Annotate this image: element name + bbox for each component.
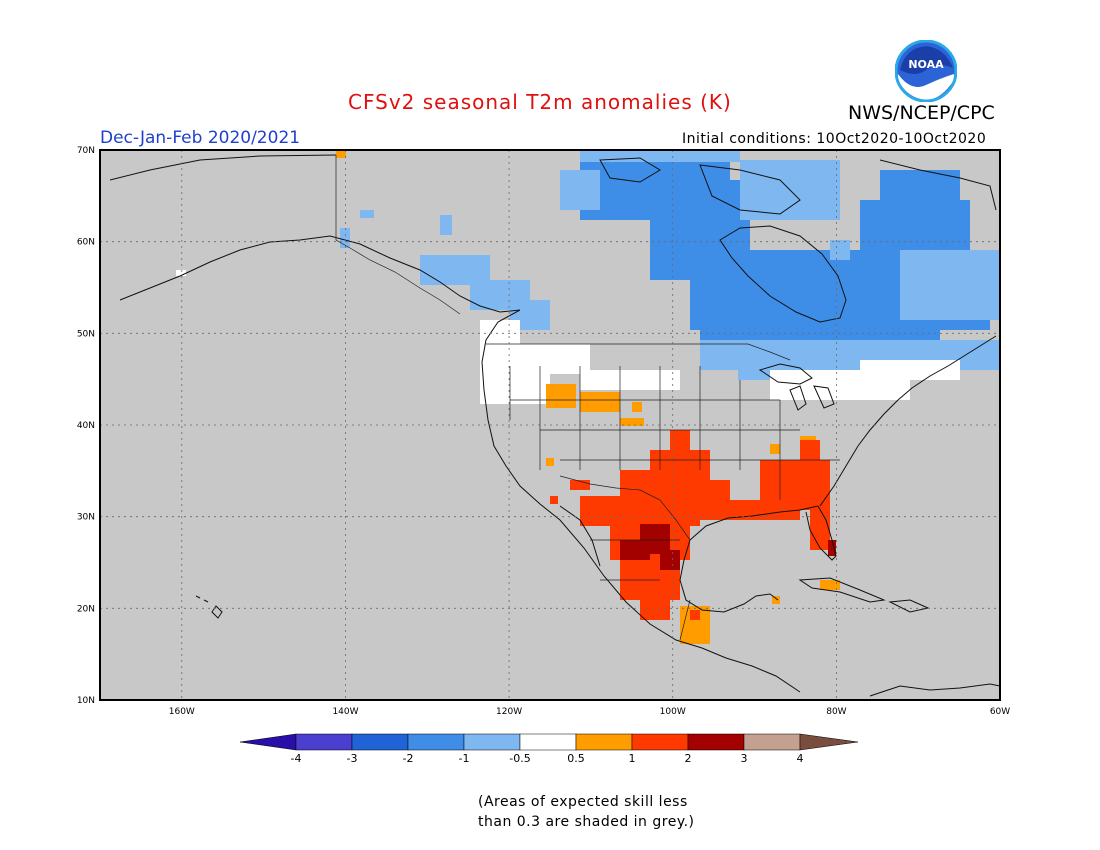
anomaly-cell	[810, 500, 830, 550]
anomaly-cell	[480, 320, 520, 344]
colorbar-swatch	[519, 733, 577, 751]
lon-label: 120W	[496, 707, 522, 717]
anomaly-cell	[820, 580, 840, 590]
colorbar-label: 4	[797, 752, 804, 765]
anomaly-cell	[340, 228, 350, 248]
colorbar-label: 0.5	[567, 752, 585, 765]
lat-label: 30N	[77, 513, 95, 523]
colorbar-label: -1	[459, 752, 470, 765]
map-panel: 70N 60N 50N 40N 30N 20N 10N 160W 140W 120W 100W 80…	[77, 146, 1010, 717]
colorbar-label: -4	[291, 752, 302, 765]
lon-label: 100W	[660, 707, 686, 717]
anomaly-cell	[640, 590, 670, 620]
lat-label: 20N	[77, 604, 95, 614]
graticule	[100, 150, 1000, 700]
anomaly-cell	[860, 360, 960, 380]
season-label: Dec-Jan-Feb 2020/2021	[100, 128, 301, 148]
anomaly-cell	[828, 540, 836, 556]
colorbar-arrow-high	[799, 733, 859, 751]
colorbar-swatch	[575, 733, 633, 751]
colorbar-swatch	[631, 733, 689, 751]
coastlines	[109, 154, 1001, 697]
political-borders	[335, 155, 840, 641]
initial-conditions-label: Initial conditions: 10Oct2020-10Oct2020	[682, 131, 987, 147]
anomaly-cell	[360, 210, 374, 218]
lat-label: 70N	[77, 146, 95, 156]
skill-note: (Areas of expected skill less than 0.3 a…	[478, 792, 695, 832]
anomaly-cell	[540, 344, 590, 374]
colorbar-label: -3	[347, 752, 358, 765]
anomaly-cell	[336, 150, 346, 158]
anomaly-cell	[560, 170, 600, 210]
colorbar-swatch	[743, 733, 801, 751]
lon-label: 60W	[990, 707, 1010, 717]
colorbar-swatch	[463, 733, 521, 751]
anomaly-cell	[640, 524, 670, 554]
colorbar: -4 -3 -2 -1 -0.5 0.5 1 2 3 4	[239, 733, 859, 765]
anomaly-cell	[480, 344, 550, 404]
lat-label: 50N	[77, 329, 95, 339]
anomaly-cell	[800, 440, 820, 460]
colorbar-swatch	[351, 733, 409, 751]
noaa-logo: NOAA	[895, 40, 957, 102]
anomaly-cell	[690, 610, 700, 620]
colorbar-label: 1	[629, 752, 636, 765]
skill-note-line-2: than 0.3 are shaded in grey.)	[478, 814, 695, 830]
anomaly-cell	[546, 384, 576, 408]
colorbar-swatch	[295, 733, 353, 751]
anomaly-cell	[620, 418, 644, 426]
latitude-labels: 70N 60N 50N 40N 30N 20N 10N	[77, 146, 95, 706]
anomaly-cell	[580, 392, 620, 412]
anomaly-cell	[546, 458, 554, 466]
lat-label: 10N	[77, 696, 95, 706]
anomaly-shading	[176, 150, 1000, 644]
anomaly-cell	[620, 470, 710, 500]
lat-label: 40N	[77, 421, 95, 431]
svg-text:NOAA: NOAA	[908, 58, 944, 71]
colorbar-label: -2	[403, 752, 414, 765]
anomaly-cell	[550, 496, 558, 504]
colorbar-swatch	[407, 733, 465, 751]
colorbar-arrow-low	[239, 733, 297, 751]
map-frame	[99, 149, 1001, 701]
anomaly-cell	[580, 370, 680, 390]
colorbar-swatch	[687, 733, 745, 751]
skill-note-line-1: (Areas of expected skill less	[478, 794, 688, 810]
anomaly-cell	[770, 444, 780, 454]
anomaly-cell	[440, 215, 452, 235]
anomaly-cell	[830, 240, 850, 260]
anomaly-cell	[632, 402, 642, 412]
anomaly-cell	[570, 480, 590, 490]
colorbar-label: -0.5	[509, 752, 530, 765]
lat-label: 60N	[77, 238, 95, 248]
lon-label: 80W	[826, 707, 846, 717]
anomaly-cell	[176, 270, 186, 276]
lon-label: 160W	[169, 707, 195, 717]
anomaly-cell	[880, 170, 960, 210]
longitude-labels: 160W 140W 120W 100W 80W 60W	[169, 707, 1011, 717]
colorbar-label: 2	[685, 752, 692, 765]
anomaly-cell	[670, 430, 690, 450]
anomaly-cell	[660, 550, 680, 570]
anomaly-cell	[900, 250, 1000, 320]
agency-label: NWS/NCEP/CPC	[848, 102, 995, 124]
chart-title: CFSv2 seasonal T2m anomalies (K)	[348, 90, 732, 114]
lon-label: 140W	[332, 707, 358, 717]
anomaly-cell	[772, 596, 780, 604]
colorbar-label: 3	[741, 752, 748, 765]
